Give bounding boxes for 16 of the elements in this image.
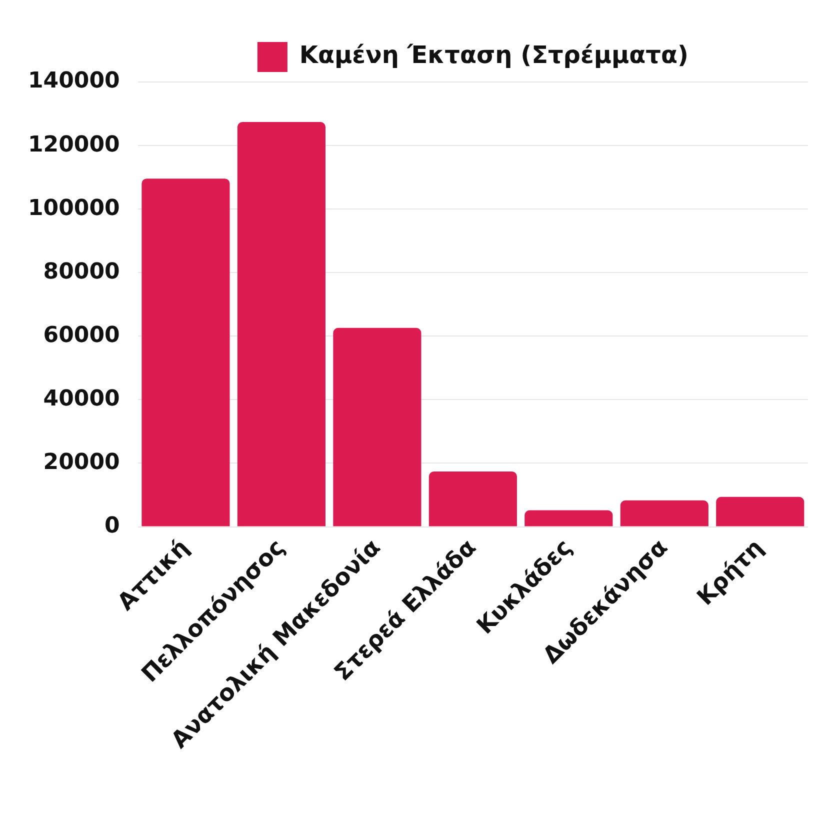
bar [524,510,613,526]
y-tick-label: 40000 [43,386,120,412]
bar [237,122,326,526]
y-tick-label: 20000 [43,450,120,475]
legend-label: Καμένη Έκταση (Στρέμματα) [299,41,688,70]
bar [333,328,422,526]
y-tick-label: 120000 [28,132,120,158]
bar [142,178,230,526]
bar [620,500,708,526]
bar [428,471,517,526]
y-tick-label: 100000 [28,196,120,221]
y-tick-label: 60000 [43,322,120,348]
y-tick-label: 140000 [28,68,120,94]
bar [716,496,804,526]
y-tick-label: 80000 [43,259,120,284]
y-tick-label: 0 [104,513,120,538]
